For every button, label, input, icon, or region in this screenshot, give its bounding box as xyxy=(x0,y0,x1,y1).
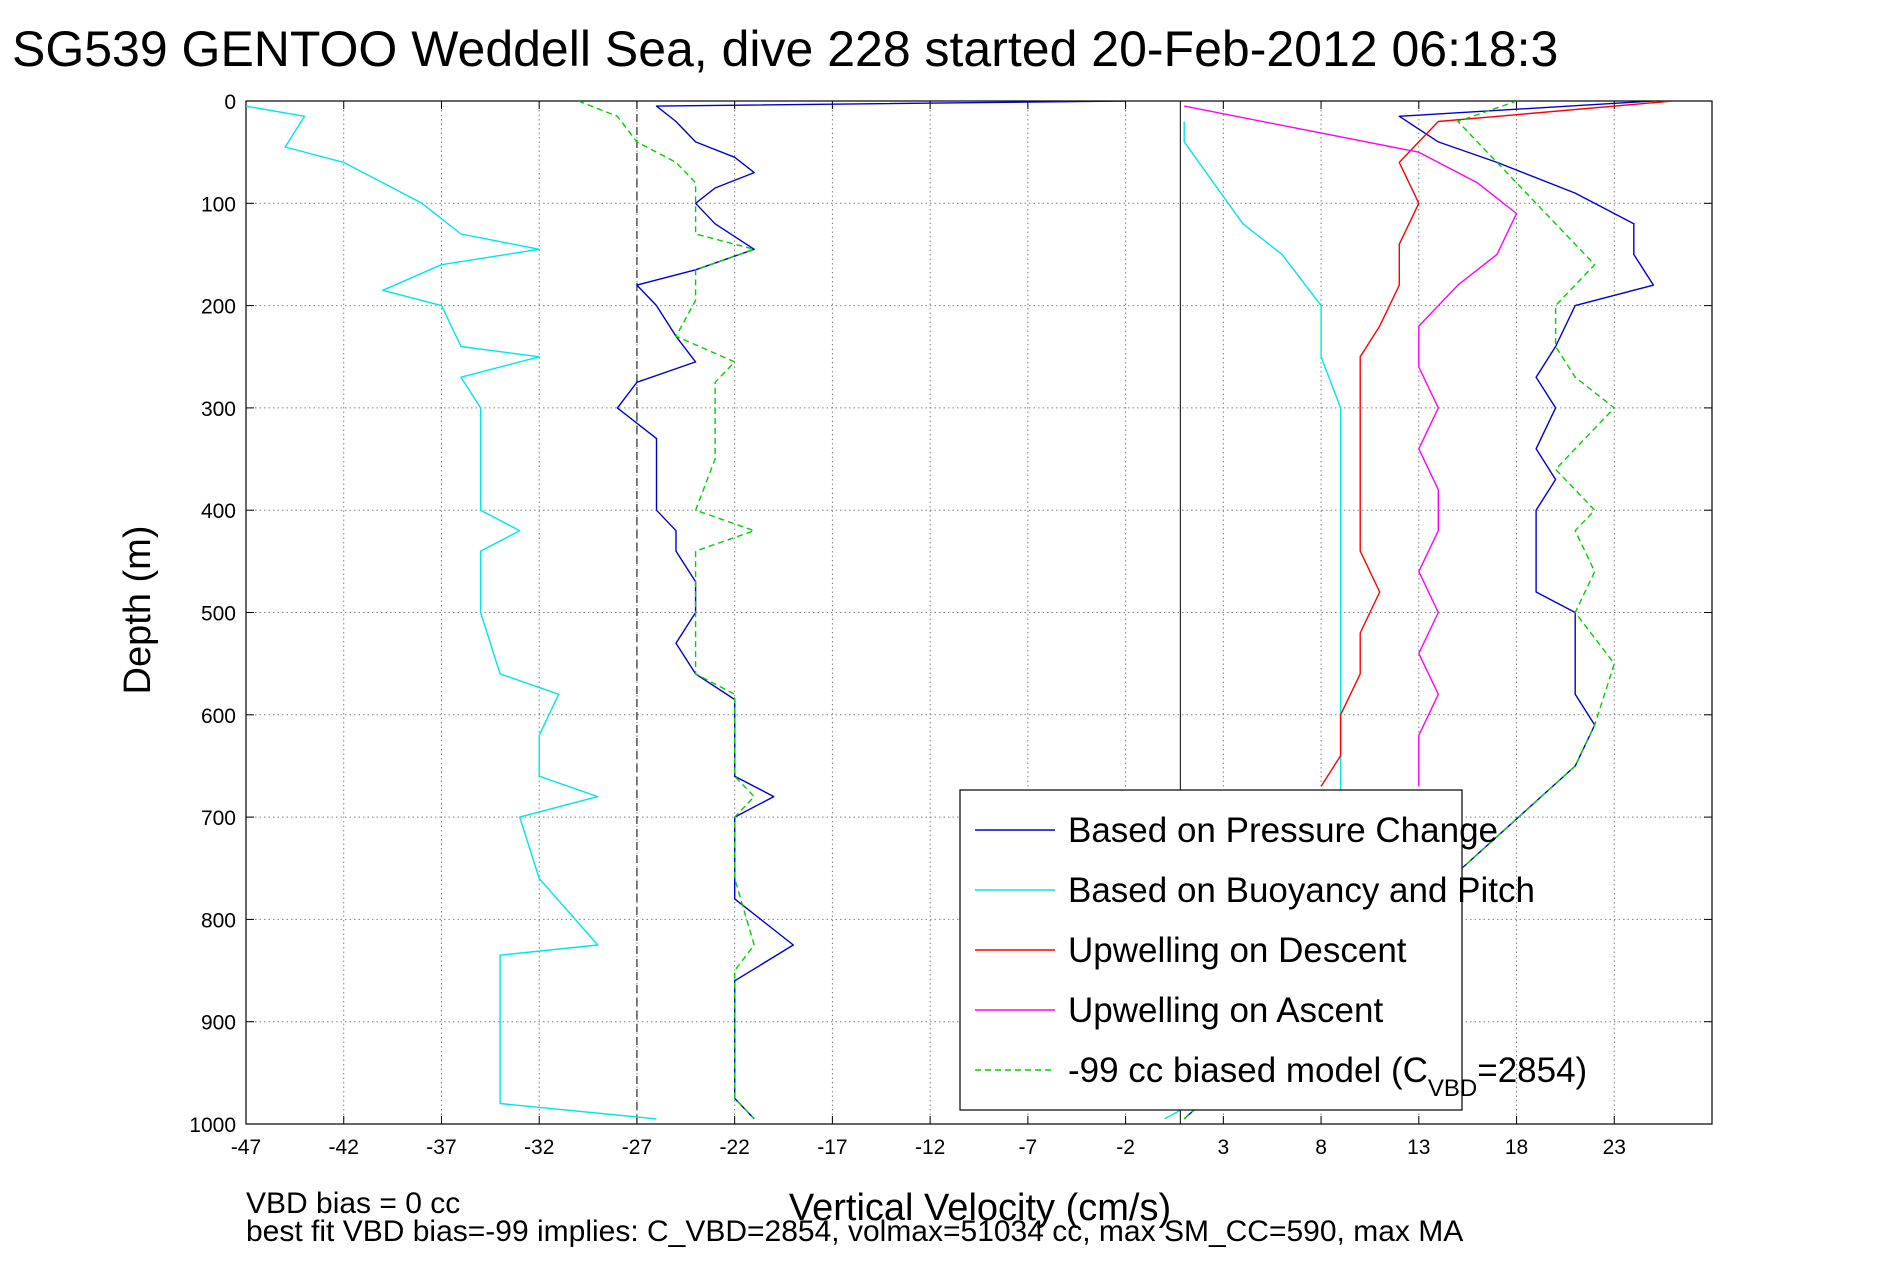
x-tick-label: -32 xyxy=(524,1136,554,1159)
y-tick-label: 400 xyxy=(201,500,236,523)
best-fit-note: best fit VBD bias=-99 implies: C_VBD=285… xyxy=(246,1215,1463,1248)
plot-area: -47 -42 -37 -32 -27 -22 -17 -12 -7 -2 3 8 13 18 23 0 100… xyxy=(189,91,1713,1159)
y-tick-label: 300 xyxy=(201,398,236,421)
x-tick-label: 8 xyxy=(1315,1136,1327,1159)
legend: Based on Pressure Change Based on Buoyanc… xyxy=(959,789,1587,1111)
x-tick-label: -2 xyxy=(1116,1136,1135,1159)
x-tick-label: -22 xyxy=(719,1136,749,1159)
x-tick-label: -27 xyxy=(622,1136,652,1159)
series-line-4 xyxy=(1320,101,1673,787)
legend-label-0: Based on Pressure Change xyxy=(1068,811,1498,850)
x-axis-label: Vertical Velocity (cm/s) xyxy=(789,1187,1171,1229)
x-tick-label: -47 xyxy=(231,1136,261,1159)
series-line-2 xyxy=(246,105,657,1120)
x-tick-label: -37 xyxy=(426,1136,456,1159)
legend-label-3: Upwelling on Ascent xyxy=(1068,991,1383,1030)
chart-title: SG539 GENTOO Weddell Sea, dive 228 start… xyxy=(12,21,1558,77)
x-tick-label: -17 xyxy=(817,1136,847,1159)
x-tick-label: 3 xyxy=(1217,1136,1229,1159)
y-tick-label: 0 xyxy=(224,91,236,114)
y-tick-label: 200 xyxy=(201,296,236,319)
series-line-5 xyxy=(1184,105,1518,787)
y-axis-label: Depth (m) xyxy=(117,526,159,695)
vbd-bias-note: VBD bias = 0 cc xyxy=(246,1187,460,1220)
x-tick-label: 18 xyxy=(1505,1136,1528,1159)
y-tick-label: 900 xyxy=(201,1012,236,1035)
series-line-0 xyxy=(616,101,1126,1120)
x-tick-label: -42 xyxy=(329,1136,359,1159)
y-tick-label: 100 xyxy=(201,193,236,216)
x-tick-label: 23 xyxy=(1603,1136,1626,1159)
y-tick-label: 800 xyxy=(201,909,236,932)
y-tick-label: 700 xyxy=(201,807,236,830)
x-tick-label: -12 xyxy=(915,1136,945,1159)
series-group xyxy=(246,101,1673,1120)
series-line-1 xyxy=(1183,101,1655,1120)
x-tick-label: 13 xyxy=(1407,1136,1430,1159)
y-tick-label: 500 xyxy=(201,603,236,626)
series-line-7 xyxy=(1183,101,1615,1120)
legend-label-1: Based on Buoyancy and Pitch xyxy=(1068,871,1535,910)
legend-label-2: Upwelling on Descent xyxy=(1068,931,1407,970)
series-line-6 xyxy=(578,101,755,1120)
y-tick-label: 1000 xyxy=(189,1114,236,1137)
y-tick-label: 600 xyxy=(201,705,236,728)
x-tick-label: -7 xyxy=(1019,1136,1038,1159)
legend-label-4: -99 cc biased model (CVBD=2854) xyxy=(1068,1051,1587,1102)
